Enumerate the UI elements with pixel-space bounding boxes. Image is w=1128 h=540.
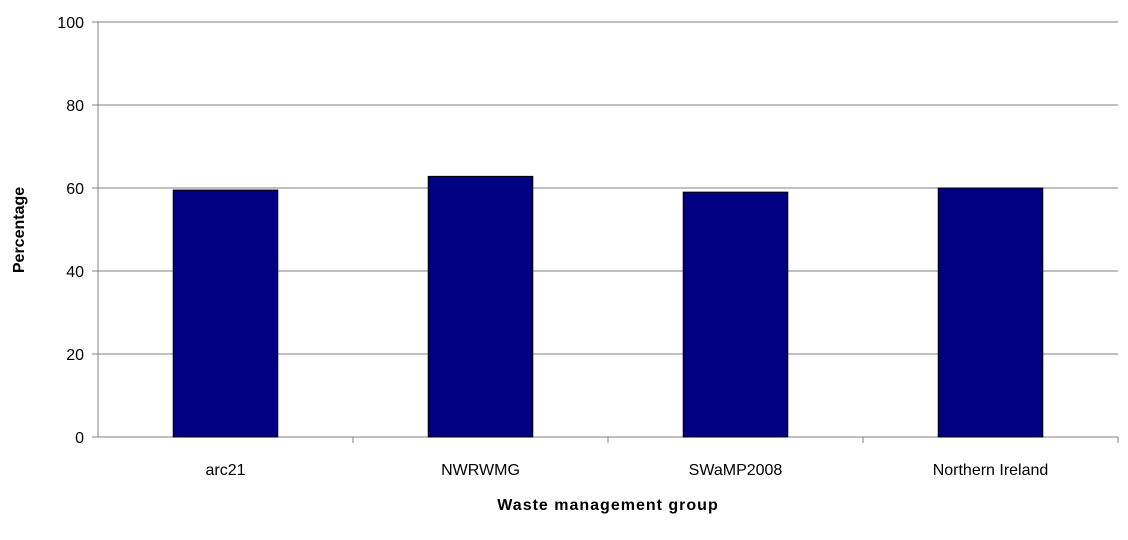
x-tick-label: Northern Ireland	[933, 462, 1049, 479]
bar-swamp2008	[682, 191, 789, 438]
y-tick-label: 0	[75, 430, 84, 447]
y-tick-label: 40	[66, 264, 84, 281]
y-tick-label: 100	[57, 15, 84, 32]
bar-arc21	[172, 189, 279, 438]
bar-northern-ireland	[937, 187, 1044, 438]
x-tick-label: arc21	[205, 462, 245, 479]
x-tick-label: SWaMP2008	[689, 462, 783, 479]
x-axis-title: Waste management group	[497, 497, 718, 514]
y-axis-title: Percentage	[11, 187, 28, 273]
x-tick-label: NWRWMG	[441, 462, 520, 479]
y-tick-labels: 0 20 40 60 80 100	[57, 15, 84, 447]
bars	[172, 175, 1044, 438]
y-tick-label: 20	[66, 347, 84, 364]
y-tick-label: 60	[66, 181, 84, 198]
y-tick-label: 80	[66, 98, 84, 115]
bar-nwrwmg	[427, 175, 534, 438]
x-tick-labels: arc21 NWRWMG SWaMP2008 Northern Ireland	[205, 462, 1048, 479]
